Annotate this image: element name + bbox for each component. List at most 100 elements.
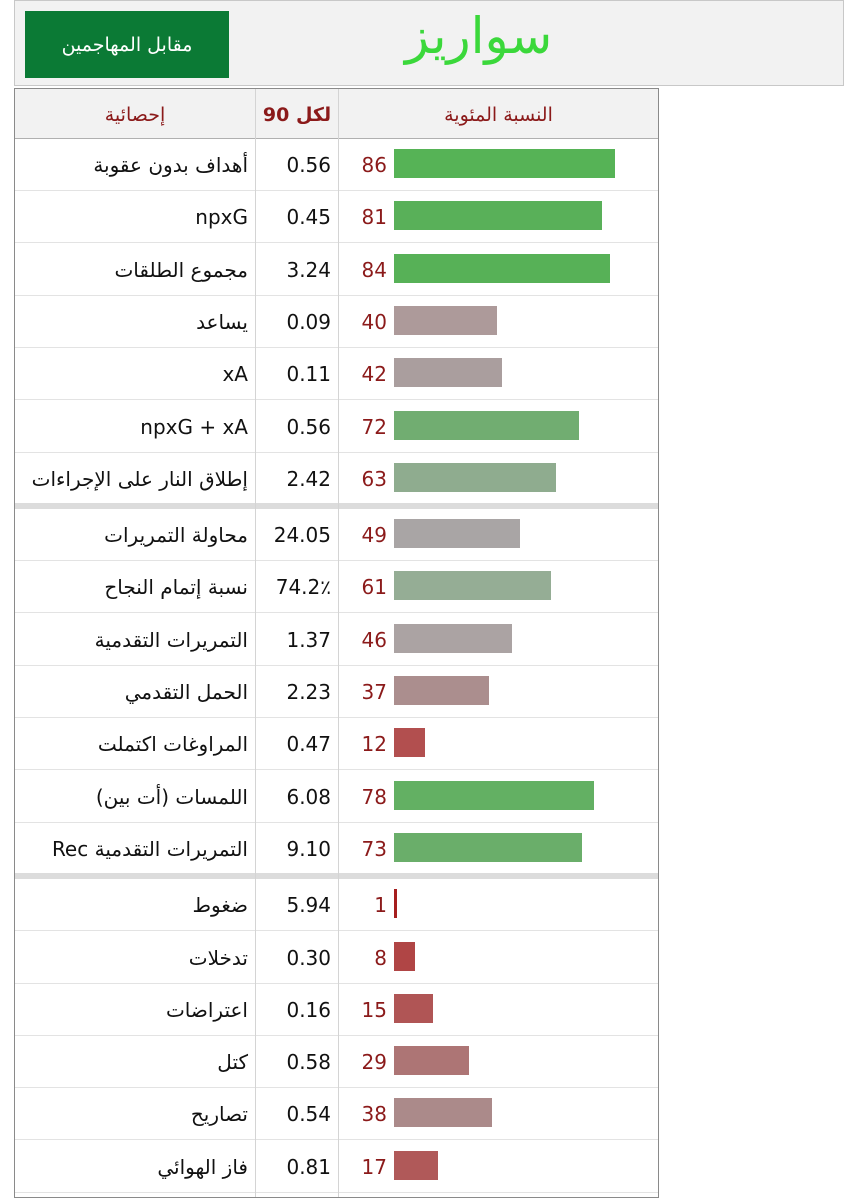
table-row: التمريرات التقدمية 1.37 46 <box>15 614 658 666</box>
percentile-value: 49 <box>361 523 387 548</box>
column-header-percentile: النسبة المئوية <box>444 104 553 126</box>
stat-label: تصاريح <box>190 1102 248 1127</box>
table-row: نسبة إتمام النجاح 74.2٪ 61 <box>15 561 658 614</box>
percentile-bar <box>394 305 497 335</box>
percentile-bar <box>394 889 397 919</box>
percentile-bar <box>394 519 520 549</box>
percentile-value: 40 <box>361 309 387 334</box>
percentile-value: 78 <box>361 784 387 809</box>
stat-label: مجموع الطلقات <box>114 257 248 282</box>
stat-label: التمريرات التقدمية <box>94 627 248 652</box>
column-header-stat: إحصائية <box>104 104 166 126</box>
per90-value: 6.08 <box>286 784 331 809</box>
table-row: إطلاق النار على الإجراءات 2.42 63 <box>15 453 658 505</box>
per90-value: 0.81 <box>286 1154 331 1179</box>
percentile-bar <box>394 832 582 862</box>
table-row: ضغوط 5.94 1 <box>15 879 658 932</box>
table-row: Rec التمريرات التقدمية 9.10 73 <box>15 823 658 875</box>
percentile-bar <box>394 201 602 231</box>
percentile-bar <box>394 462 556 492</box>
percentile-bar <box>394 253 610 283</box>
stat-label: نسبة إتمام النجاح <box>104 575 248 600</box>
percentile-bar <box>394 1098 492 1128</box>
table-row: npxG + xA 0.56 72 <box>15 401 658 453</box>
table-row: اعتراضات 0.16 15 <box>15 984 658 1036</box>
per90-value: 0.56 <box>286 153 331 177</box>
percentile-bar <box>394 780 594 810</box>
percentile-value: 12 <box>361 732 387 757</box>
percentile-bar <box>394 410 579 440</box>
percentile-value: 84 <box>361 257 387 282</box>
percentile-value: 81 <box>361 205 387 230</box>
table-row: فاز الهوائي 0.81 17 <box>15 1141 658 1193</box>
per90-value: 2.23 <box>286 680 331 704</box>
table-row: الحمل التقدمي 2.23 37 <box>15 666 658 718</box>
percentile-bar <box>394 358 502 388</box>
stats-table: إحصائية لكل 90 النسبة المئوية أهداف بدون… <box>14 88 659 1198</box>
percentile-value: 61 <box>361 575 387 600</box>
percentile-value: 42 <box>361 362 387 387</box>
table-row: أهداف بدون عقوبة 0.56 86 <box>15 139 658 191</box>
percentile-value: 1 <box>374 893 387 918</box>
compare-forwards-button[interactable]: مقابل المهاجمين <box>25 11 229 78</box>
stat-label: Rec التمريرات التقدمية <box>51 836 248 861</box>
table-row: تدخلات 0.30 8 <box>15 932 658 984</box>
per90-value: 0.47 <box>286 732 331 757</box>
per90-value: 0.54 <box>286 1102 331 1127</box>
table-row: xA 0.11 42 <box>15 348 658 401</box>
stat-label: يساعد <box>196 309 248 334</box>
percentile-value: 63 <box>361 466 387 491</box>
group-separator <box>15 873 658 880</box>
stat-label: الحمل التقدمي <box>124 680 248 704</box>
percentile-bar <box>394 993 433 1023</box>
table-row: اللمسات (أت بين) 6.08 78 <box>15 771 658 823</box>
percentile-value: 29 <box>361 1050 387 1075</box>
table-row: تصاريح 0.54 38 <box>15 1088 658 1141</box>
column-divider <box>338 89 339 1197</box>
per90-value: 0.09 <box>286 309 331 334</box>
percentile-value: 17 <box>361 1154 387 1179</box>
per90-value: 0.16 <box>286 997 331 1022</box>
table-header-row: إحصائية لكل 90 النسبة المئوية <box>15 89 658 139</box>
percentile-bar <box>394 149 615 178</box>
percentile-value: 15 <box>361 997 387 1022</box>
per90-value: 74.2٪ <box>275 575 331 600</box>
per90-value: 0.56 <box>286 414 331 439</box>
stat-label: ضغوط <box>192 893 248 918</box>
stat-label: تدخلات <box>188 945 248 970</box>
percentile-bar <box>394 728 425 758</box>
group-separator <box>15 503 658 510</box>
stat-label: محاولة التمريرات <box>104 523 248 548</box>
stat-label: xA <box>222 362 248 387</box>
percentile-value: 73 <box>361 836 387 861</box>
stat-label: npxG <box>195 205 248 230</box>
column-divider <box>255 89 256 1197</box>
per90-value: 24.05 <box>273 523 331 548</box>
table-row: يساعد 0.09 40 <box>15 296 658 348</box>
percentile-bar <box>394 1150 438 1180</box>
per90-value: 0.58 <box>286 1050 331 1075</box>
percentile-bar <box>394 623 512 653</box>
percentile-bar <box>394 571 551 601</box>
stat-label: npxG + xA <box>140 414 248 439</box>
stat-label: اعتراضات <box>165 997 248 1022</box>
table-row: محاولة التمريرات 24.05 49 <box>15 509 658 562</box>
percentile-bar <box>394 676 489 705</box>
percentile-value: 46 <box>361 627 387 652</box>
table-row: المراوغات اكتملت 0.47 12 <box>15 718 658 771</box>
percentile-value: 86 <box>361 153 387 177</box>
per90-value: 0.30 <box>286 945 331 970</box>
player-name-title: سواريز <box>405 7 553 65</box>
per90-value: 0.11 <box>286 362 331 387</box>
percentile-bar <box>394 941 415 971</box>
table-row: مجموع الطلقات 3.24 84 <box>15 244 658 296</box>
stat-label: المراوغات اكتملت <box>97 732 248 757</box>
player-header: مقابل المهاجمين سواريز <box>14 0 844 86</box>
column-header-per90: لكل 90 <box>262 104 332 126</box>
per90-value: 0.45 <box>286 205 331 230</box>
percentile-value: 72 <box>361 414 387 439</box>
stat-label: أهداف بدون عقوبة <box>93 153 248 177</box>
stat-label: فاز الهوائي <box>157 1154 248 1179</box>
per90-value: 2.42 <box>286 466 331 491</box>
percentile-value: 38 <box>361 1102 387 1127</box>
